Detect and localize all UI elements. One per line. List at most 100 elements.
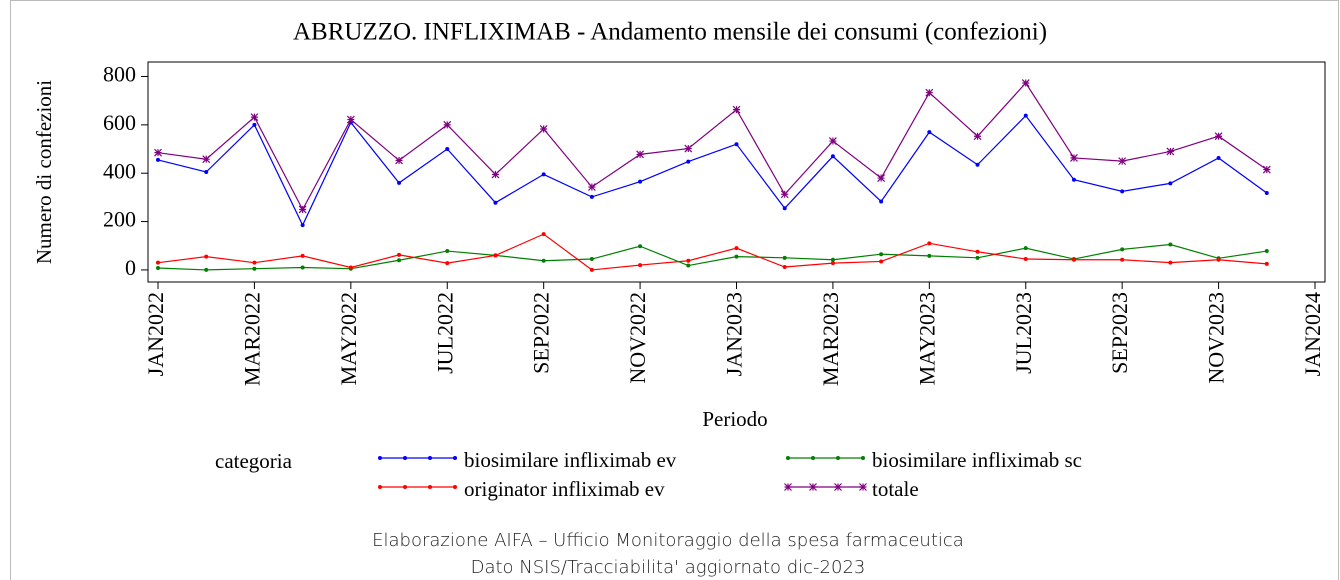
marker <box>1071 177 1076 182</box>
marker <box>445 147 450 152</box>
series-line <box>157 243 1267 271</box>
x-tick-label: MAR2023 <box>818 292 843 386</box>
marker <box>830 257 835 262</box>
marker <box>397 180 402 185</box>
marker <box>154 148 162 157</box>
marker <box>780 190 789 199</box>
marker <box>686 258 691 263</box>
marker <box>973 132 982 141</box>
x-tick-label: JUL2023 <box>1011 292 1036 374</box>
marker <box>861 456 865 460</box>
marker <box>250 113 259 122</box>
marker <box>830 261 835 266</box>
marker <box>541 258 546 263</box>
marker <box>397 252 402 257</box>
marker <box>782 255 787 260</box>
x-tick-label: JAN2022 <box>143 292 168 376</box>
footnote: Dato NSIS/Tracciabilita' aggiornato dic-… <box>471 557 866 578</box>
marker <box>1168 260 1173 265</box>
marker <box>252 122 257 127</box>
series-line <box>157 233 1267 271</box>
marker <box>782 206 787 211</box>
marker <box>1262 165 1271 174</box>
marker <box>493 200 498 205</box>
legend-label: originator infliximab ev <box>464 477 665 501</box>
marker <box>539 125 548 133</box>
marker <box>784 483 792 491</box>
marker <box>346 115 355 124</box>
x-tick-label: MAY2022 <box>336 292 361 385</box>
marker <box>782 265 787 270</box>
marker <box>879 252 884 257</box>
marker <box>927 241 932 246</box>
marker <box>453 485 457 489</box>
marker <box>1216 257 1221 262</box>
y-tick-label: 600 <box>103 110 136 135</box>
marker <box>204 254 209 259</box>
marker <box>403 456 407 460</box>
marker <box>428 485 432 489</box>
marker <box>686 159 691 164</box>
marker <box>541 232 546 237</box>
x-tick-label: SEP2023 <box>1107 292 1132 374</box>
y-tick-label: 400 <box>103 158 136 183</box>
marker <box>734 254 739 259</box>
marker <box>445 249 450 254</box>
marker <box>156 157 160 162</box>
marker <box>156 260 160 265</box>
marker <box>1168 242 1173 247</box>
marker <box>300 265 305 270</box>
marker <box>1168 181 1173 186</box>
x-tick-label: NOV2023 <box>1204 292 1229 384</box>
marker <box>453 456 457 460</box>
y-tick-label: 0 <box>125 255 136 280</box>
x-tick-label: JUL2022 <box>432 292 457 374</box>
x-tick-label: JAN2024 <box>1300 292 1325 376</box>
footnote: Elaborazione AIFA – Ufficio Monitoraggio… <box>372 530 964 551</box>
marker <box>397 258 402 263</box>
series-line <box>157 114 1268 227</box>
marker <box>877 174 886 182</box>
marker <box>378 485 382 489</box>
legend-label: biosimilare infliximab sc <box>872 448 1082 472</box>
marker <box>1120 189 1125 194</box>
marker <box>493 253 498 258</box>
x-tick-label: MAY2023 <box>914 292 939 385</box>
x-tick-label: SEP2022 <box>529 292 554 374</box>
marker <box>1166 147 1175 156</box>
marker <box>589 257 594 262</box>
marker <box>975 255 980 260</box>
marker <box>1021 79 1030 87</box>
marker <box>1070 154 1078 162</box>
marker <box>809 483 817 491</box>
marker <box>786 456 790 460</box>
marker <box>443 120 452 129</box>
marker <box>1118 157 1127 166</box>
marker <box>1216 155 1221 160</box>
marker <box>541 172 546 177</box>
marker <box>925 88 934 97</box>
y-tick-label: 800 <box>103 62 136 87</box>
marker <box>684 144 693 153</box>
x-axis-label: Periodo <box>702 407 767 431</box>
marker <box>834 483 842 491</box>
marker <box>836 456 840 460</box>
y-tick-label: 200 <box>103 207 136 232</box>
legend-label: biosimilare infliximab ev <box>464 448 677 472</box>
marker <box>204 267 209 272</box>
marker <box>879 259 884 264</box>
marker <box>811 456 815 460</box>
marker <box>638 263 643 268</box>
marker <box>587 183 596 191</box>
marker <box>1023 257 1028 262</box>
marker <box>686 263 691 268</box>
marker <box>204 170 209 174</box>
marker <box>830 154 835 159</box>
marker <box>1214 132 1223 141</box>
marker <box>1071 257 1076 262</box>
marker <box>859 483 867 491</box>
marker <box>734 246 739 251</box>
marker <box>1264 249 1269 254</box>
x-tick-label: NOV2022 <box>625 292 650 384</box>
marker <box>298 205 307 214</box>
